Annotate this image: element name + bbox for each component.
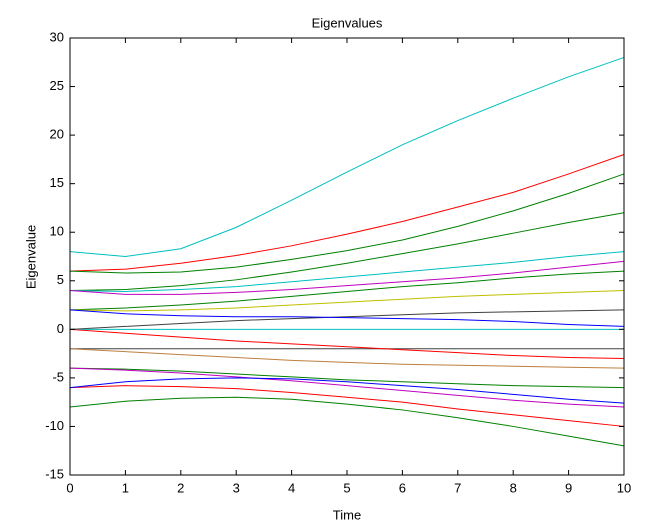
series-line bbox=[69, 270, 625, 311]
x-axis-label: Time bbox=[333, 507, 361, 522]
series-line bbox=[69, 289, 625, 312]
y-tick-label: 15 bbox=[50, 175, 64, 190]
x-tick-label: 7 bbox=[454, 480, 461, 495]
y-tick-label: -10 bbox=[45, 418, 64, 433]
series-line bbox=[69, 154, 625, 272]
x-tick-label: 2 bbox=[177, 480, 184, 495]
series-line bbox=[69, 367, 625, 389]
series-line bbox=[69, 377, 625, 404]
series-line bbox=[69, 212, 625, 291]
x-tick-label: 3 bbox=[233, 480, 240, 495]
y-tick-label: 10 bbox=[50, 224, 64, 239]
series-line bbox=[69, 251, 625, 292]
series-line bbox=[69, 173, 625, 274]
series-line bbox=[69, 348, 625, 369]
series-line bbox=[69, 309, 625, 327]
chart-title: Eigenvalues bbox=[312, 15, 383, 30]
y-tick-label: 25 bbox=[50, 78, 64, 93]
x-tick-label: 10 bbox=[617, 480, 631, 495]
series-line bbox=[69, 56, 625, 258]
x-tick-label: 5 bbox=[343, 480, 350, 495]
y-tick-label: 0 bbox=[57, 321, 64, 336]
y-tick-label: 30 bbox=[50, 29, 64, 44]
x-tick-label: 9 bbox=[565, 480, 572, 495]
y-tick-label: 5 bbox=[57, 272, 64, 287]
x-tick-label: 0 bbox=[66, 480, 73, 495]
series-line bbox=[69, 385, 625, 427]
x-tick-label: 8 bbox=[510, 480, 517, 495]
x-tick-label: 4 bbox=[288, 480, 295, 495]
series-line bbox=[69, 396, 625, 447]
x-tick-label: 6 bbox=[399, 480, 406, 495]
series-line bbox=[69, 367, 625, 408]
y-tick-label: 20 bbox=[50, 127, 64, 142]
y-axis-label: Eigenvalue bbox=[23, 225, 38, 289]
y-tick-label: -5 bbox=[52, 369, 64, 384]
series-line bbox=[69, 328, 625, 359]
series-line bbox=[69, 260, 625, 295]
x-tick-label: 1 bbox=[122, 480, 129, 495]
y-tick-label: -15 bbox=[45, 466, 64, 481]
series-line bbox=[69, 309, 625, 330]
